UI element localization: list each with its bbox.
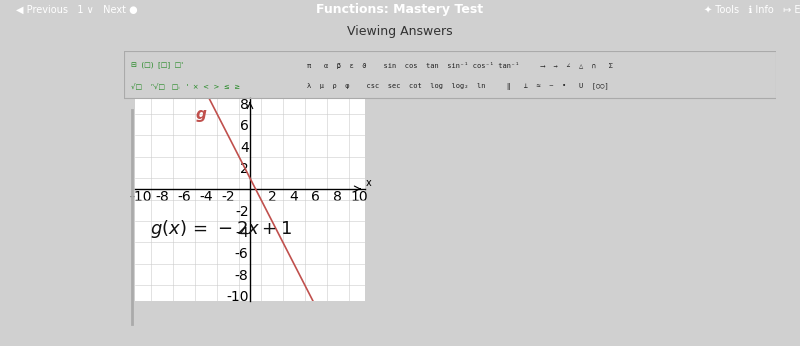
Text: g: g [195,107,206,122]
Text: ✦ Tools   ℹ Info   ↦ Exit: ✦ Tools ℹ Info ↦ Exit [704,5,800,15]
Text: π   α  β  ε  ϑ    sin  cos  tan  sin⁻¹ cos⁻¹ tan⁻¹     ⟶  →  ∠  △  ∩   Σ: π α β ε ϑ sin cos tan sin⁻¹ cos⁻¹ tan⁻¹ … [306,62,613,69]
Text: ◀ Previous   1 ∨   Next ●: ◀ Previous 1 ∨ Next ● [16,5,138,15]
Text: Viewing Answers: Viewing Answers [347,25,453,37]
Text: ⊟  (□)  [□]  □': ⊟ (□) [□] □' [130,62,182,69]
Text: √□    ⁿ√□   □ᵢ   '  ×  <  >  ≤  ≥: √□ ⁿ√□ □ᵢ ' × < > ≤ ≥ [130,83,240,90]
Text: Functions: Mastery Test: Functions: Mastery Test [317,3,483,17]
Text: λ  μ  ρ  φ    csc  sec  cot  log  log₂  ln     ‖   ⊥  ≈  ~  •   U  [○○]: λ μ ρ φ csc sec cot log log₂ ln ‖ ⊥ ≈ ~ … [306,83,608,90]
Text: x: x [366,178,372,188]
Text: $g(x)\,=\,-2x+1$: $g(x)\,=\,-2x+1$ [150,218,292,240]
